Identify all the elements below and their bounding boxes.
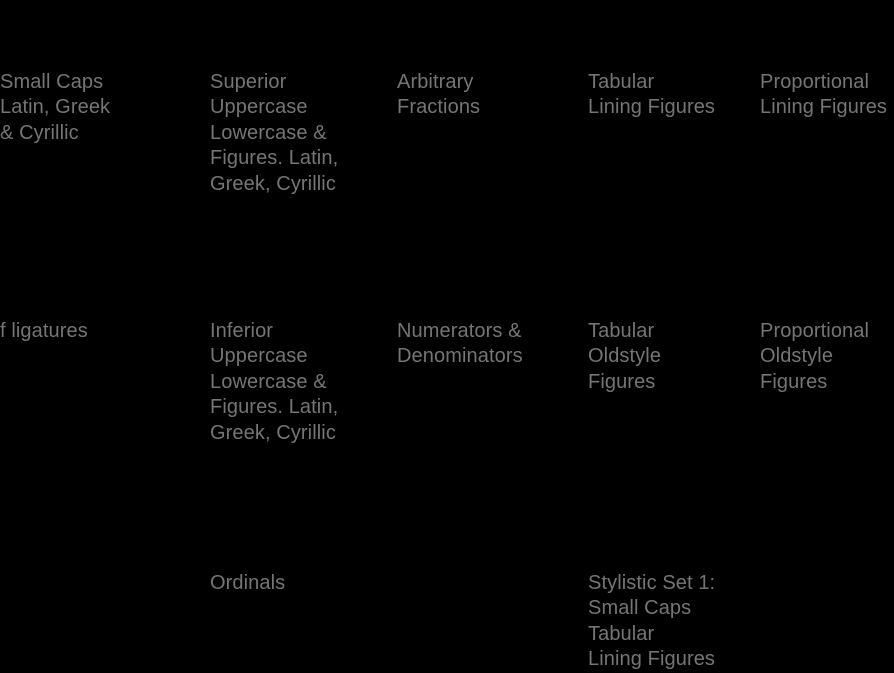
label-tabular-lining-figures: Tabular Lining Figures: [588, 71, 716, 119]
label-superior: Superior Uppercase Lowercase & Figures. …: [210, 71, 339, 195]
label-numerators-denominators: Numerators & Denominators: [397, 320, 523, 368]
label-ordinals: Ordinals: [210, 572, 286, 594]
label-small-caps: Small Caps Latin, Greek & Cyrillic: [0, 71, 111, 144]
label-arbitrary-fractions: Arbitrary Fractions: [397, 71, 481, 119]
label-proportional-lining-figures: Proportional Lining Figures: [760, 71, 888, 119]
label-inferior: Inferior Uppercase Lowercase & Figures. …: [210, 320, 339, 444]
label-tabular-oldstyle-figures: Tabular Oldstyle Figures: [588, 320, 662, 393]
label-stylistic-set-1: Stylistic Set 1: Small Caps Tabular Lini…: [588, 572, 716, 671]
label-proportional-oldstyle-figures: Proportional Oldstyle Figures: [760, 320, 870, 393]
label-f-ligatures: f ligatures: [0, 320, 88, 342]
